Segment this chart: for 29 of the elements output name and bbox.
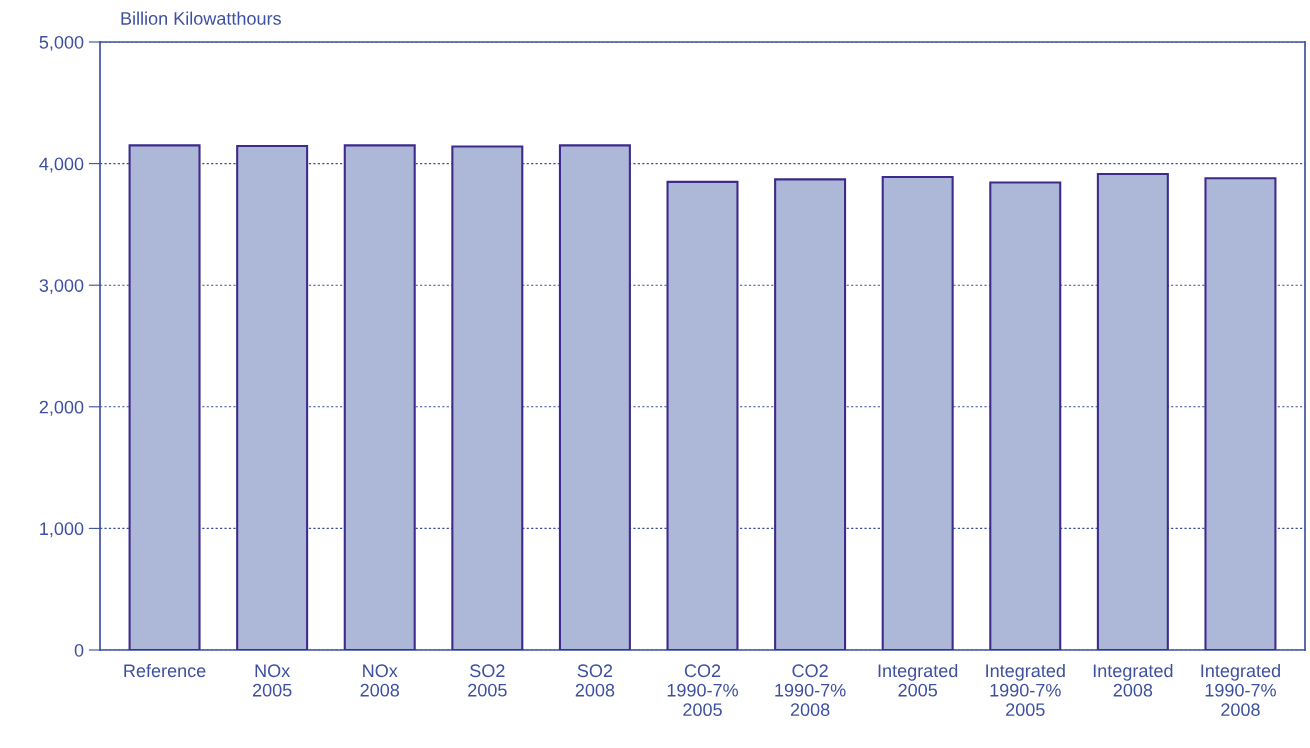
bar	[343, 144, 416, 650]
bar	[558, 144, 631, 650]
x-tick-label: Integrated 1990-7% 2008	[1201, 663, 1280, 717]
y-tick-label: 2,000	[39, 400, 84, 416]
x-tick-label: Integrated 2005	[878, 663, 958, 697]
x-tick-label: SO2 2008	[575, 664, 615, 697]
bar	[666, 180, 739, 650]
y-tick-label: 5,000	[39, 35, 84, 51]
x-tick-label: Integrated 1990-7% 2005	[986, 663, 1065, 717]
x-tick-label: Reference	[124, 663, 206, 678]
x-tick-label: NOx 2005	[252, 664, 292, 697]
y-tick-label: 3,000	[39, 279, 84, 295]
y-tick-label: 4,000	[39, 157, 84, 173]
x-tick-label: CO2 1990-7% 2005	[667, 664, 738, 717]
y-axis-title: Billion Kilowatthours	[121, 11, 281, 25]
y-tick-label: 0	[74, 643, 84, 657]
x-tick-label: NOx 2008	[360, 664, 400, 697]
bar	[128, 144, 201, 650]
bar	[881, 175, 954, 650]
bar	[1204, 177, 1277, 650]
bar	[1096, 172, 1169, 650]
x-tick-label: CO2 1990-7% 2008	[775, 664, 846, 717]
x-tick-label: Integrated 2008	[1093, 663, 1173, 697]
bar	[451, 145, 524, 650]
y-tick-label: 1,000	[40, 522, 84, 538]
x-tick-label: SO2 2005	[468, 664, 507, 697]
bar	[236, 144, 309, 650]
bar	[774, 178, 847, 650]
bar	[989, 181, 1062, 650]
